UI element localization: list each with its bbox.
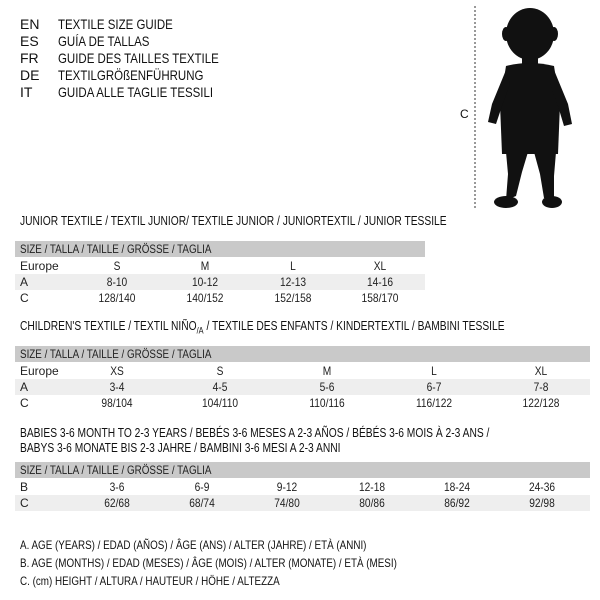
table-cell: 92/98 <box>529 496 555 510</box>
table-cell: 68/74 <box>189 496 215 510</box>
row-label: Europe <box>20 364 59 378</box>
table-row: Europe XS S M L XL <box>15 363 590 379</box>
table-row: C 98/104 104/110 110/116 116/122 122/128 <box>15 395 590 411</box>
table-row: A 3-4 4-5 5-6 6-7 7-8 <box>15 379 590 395</box>
language-title: TEXTILGRÖßENFÜHRUNG <box>58 67 204 83</box>
table-cell: 8-10 <box>106 275 128 289</box>
language-code: DE <box>20 67 40 83</box>
table-row: Europe S M L XL <box>15 258 425 274</box>
table-cell: XL <box>373 259 387 273</box>
language-title: GUIDE DES TAILLES TEXTILE <box>58 50 219 66</box>
children-size-table: SIZE / TALLA / TAILLE / GRÖSSE / TAGLIA E… <box>15 346 590 411</box>
table-cell: 4-5 <box>212 380 228 394</box>
table-cell: 86/92 <box>444 496 470 510</box>
language-code: IT <box>20 84 33 100</box>
table-cell: 80/86 <box>359 496 385 510</box>
size-header: SIZE / TALLA / TAILLE / GRÖSSE / TAGLIA <box>15 346 590 362</box>
row-label: Europe <box>20 259 59 273</box>
table-cell: 140/152 <box>186 291 224 305</box>
table-cell: 158/170 <box>361 291 399 305</box>
table-cell: 18-24 <box>443 480 471 494</box>
table-cell: 24-36 <box>528 480 556 494</box>
junior-size-table: SIZE / TALLA / TAILLE / GRÖSSE / TAGLIA E… <box>15 241 425 306</box>
language-code: ES <box>20 33 39 49</box>
legend-item: B. AGE (MONTHS) / EDAD (MESES) / ÂGE (MO… <box>20 556 397 570</box>
table-row: A 8-10 10-12 12-13 14-16 <box>15 274 425 290</box>
language-title: GUIDA ALLE TAGLIE TESSILI <box>58 84 214 100</box>
legend-item: A. AGE (YEARS) / EDAD (AÑOS) / ÂGE (ANS)… <box>20 538 367 552</box>
table-cell: S <box>216 364 224 378</box>
table-cell: 5-6 <box>319 380 335 394</box>
babies-title-line1: BABIES 3-6 MONTH TO 2-3 YEARS / BEBÉS 3-… <box>20 426 490 440</box>
table-cell: 14-16 <box>366 275 394 289</box>
table-cell: XL <box>534 364 548 378</box>
language-code: FR <box>20 50 39 66</box>
table-cell: 98/104 <box>101 396 133 410</box>
babies-size-table: SIZE / TALLA / TAILLE / GRÖSSE / TAGLIA B… <box>15 462 590 511</box>
table-cell: M <box>200 259 210 273</box>
table-cell: M <box>322 364 332 378</box>
height-label: C <box>460 107 469 121</box>
table-cell: 12-13 <box>279 275 307 289</box>
table-cell: 62/68 <box>104 496 130 510</box>
table-cell: 10-12 <box>191 275 219 289</box>
babies-title-line2: BABYS 3-6 MONATE BIS 2-3 JAHRE / BAMBINI… <box>20 441 341 455</box>
table-row: B 3-6 6-9 9-12 12-18 18-24 24-36 <box>15 479 590 495</box>
row-label: C <box>20 396 29 410</box>
language-code: EN <box>20 16 40 32</box>
table-cell: 12-18 <box>358 480 386 494</box>
table-row: C 62/68 68/74 74/80 80/86 86/92 92/98 <box>15 495 590 511</box>
table-cell: S <box>113 259 121 273</box>
size-header: SIZE / TALLA / TAILLE / GRÖSSE / TAGLIA <box>15 241 425 257</box>
size-header: SIZE / TALLA / TAILLE / GRÖSSE / TAGLIA <box>15 462 590 478</box>
table-cell: 122/128 <box>522 396 560 410</box>
row-label: A <box>20 380 29 394</box>
row-label: A <box>20 275 29 289</box>
table-cell: 128/140 <box>98 291 136 305</box>
table-cell: 110/116 <box>309 396 345 410</box>
children-title: CHILDREN'S TEXTILE / TEXTIL NIÑO/A / TEX… <box>20 319 505 336</box>
table-cell: L <box>431 364 437 378</box>
junior-title: JUNIOR TEXTILE / TEXTIL JUNIOR/ TEXTILE … <box>20 214 447 228</box>
legend-item: C. (cm) HEIGHT / ALTURA / HAUTEUR / HÖHE… <box>20 574 280 588</box>
row-label: C <box>20 291 29 305</box>
table-cell: 152/158 <box>274 291 312 305</box>
row-label: B <box>20 480 29 494</box>
table-cell: 3-4 <box>109 380 125 394</box>
baby-silhouette-icon <box>474 6 572 210</box>
table-cell: 9-12 <box>276 480 298 494</box>
language-title: TEXTILE SIZE GUIDE <box>58 16 173 32</box>
table-cell: 6-9 <box>194 480 210 494</box>
table-cell: 7-8 <box>533 380 549 394</box>
language-title: GUÍA DE TALLAS <box>58 33 150 49</box>
row-label: C <box>20 496 29 510</box>
table-cell: XS <box>110 364 124 378</box>
table-cell: 3-6 <box>109 480 125 494</box>
table-row: C 128/140 140/152 152/158 158/170 <box>15 290 425 306</box>
table-cell: L <box>290 259 296 273</box>
table-cell: 104/110 <box>201 396 239 410</box>
table-cell: 6-7 <box>426 380 442 394</box>
table-cell: 116/122 <box>415 396 453 410</box>
table-cell: 74/80 <box>274 496 300 510</box>
